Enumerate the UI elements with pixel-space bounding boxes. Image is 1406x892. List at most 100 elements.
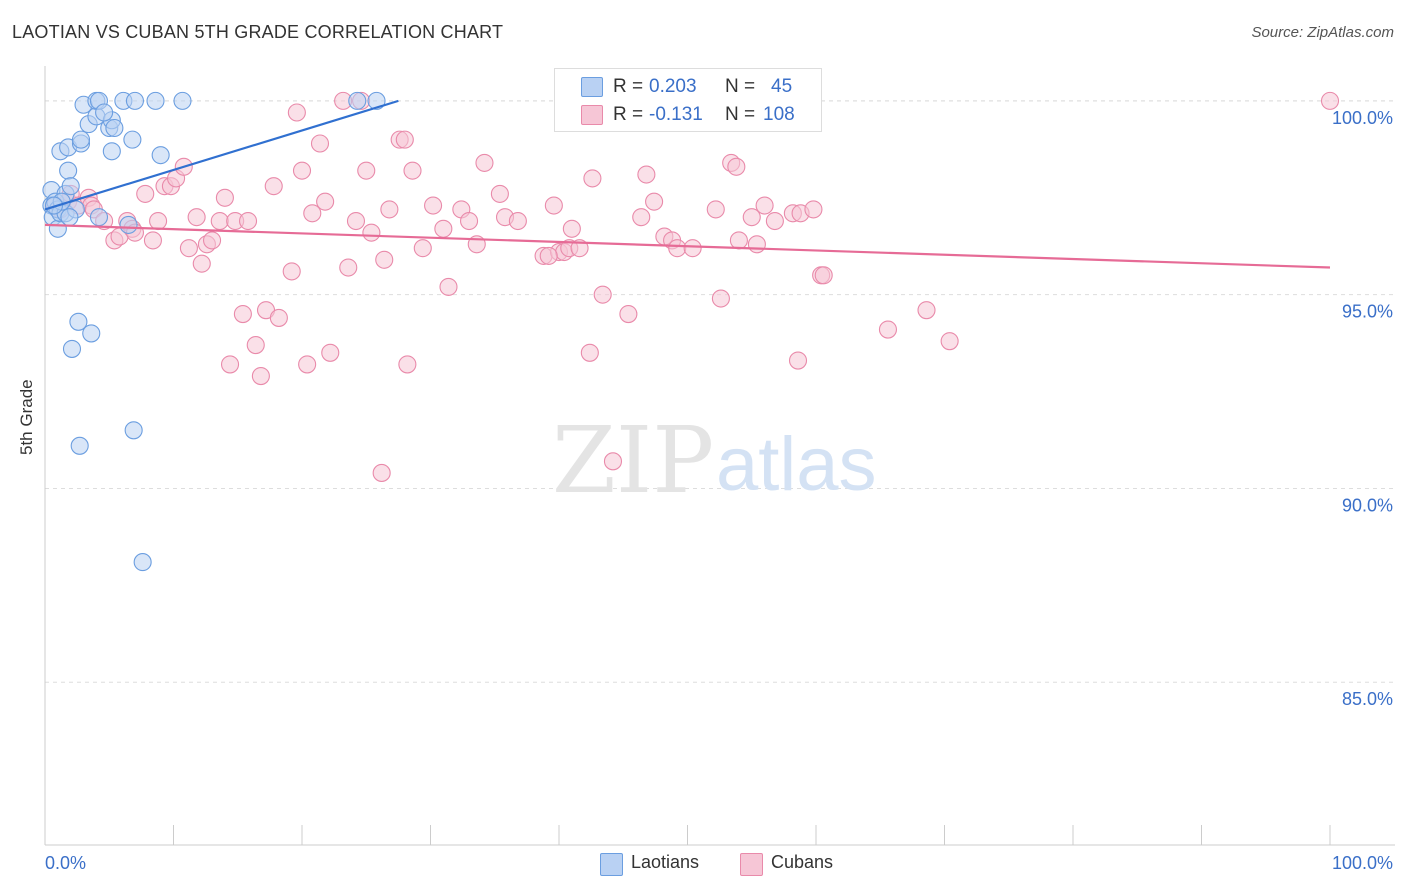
legend-r-label: R = [613,104,644,125]
cuban-point [310,134,330,153]
watermark-atlas: atlas [716,422,877,507]
cuban-point [788,351,808,370]
cuban-point [668,239,687,258]
watermark: ZIP atlas [552,407,877,514]
legend-n-label: N = [725,76,756,97]
cubans-trend-line [44,223,1331,269]
cuban-point [395,130,414,149]
cuban-point [303,204,322,223]
cuban-point [357,161,376,180]
cuban-point [282,262,301,281]
cuban-point [804,200,823,219]
legend-n-value: 45 [771,76,793,97]
cuban-point [814,266,833,285]
cuban-point [413,239,432,258]
legend-swatch-blue [581,77,603,97]
cuban-point [210,211,229,231]
cuban-point [179,239,198,258]
cuban-point [339,258,358,277]
laotian-point [124,421,143,440]
y-tick-label: 90.0% [1342,495,1393,515]
cuban-point [149,211,168,231]
cuban-point [298,355,317,374]
cuban-point [765,211,784,231]
cuban-point [562,219,581,238]
cuban-point [269,308,288,327]
laotian-point [105,118,124,138]
laotian-point [119,215,138,234]
cuban-point [508,211,527,231]
legend-r-value: 0.203 [649,76,697,97]
trend-lines [44,99,1331,269]
laotian-point [89,208,109,227]
cuban-point [143,231,162,250]
cuban-point [264,177,283,196]
cuban-point [233,304,252,324]
y-tick-label: 100.0% [1332,108,1393,128]
cuban-point [187,208,206,227]
cuban-point [246,335,265,355]
chart-title: LAOTIAN VS CUBAN 5TH GRADE CORRELATION C… [12,22,504,42]
cuban-point [362,223,381,242]
legend-r-value: -0.131 [649,104,703,125]
cuban-point [403,161,422,180]
cuban-point [727,157,746,176]
legend-label-laotians: Laotians [631,852,700,872]
cuban-point [424,196,443,215]
laotian-point [123,130,142,149]
cuban-point [292,161,312,180]
cuban-point [539,246,558,265]
cuban-point [475,153,494,172]
cuban-point [380,200,399,219]
cuban-point [729,231,748,250]
cuban-point [215,188,234,207]
laotian-point [60,208,79,227]
laotian-point [70,436,89,455]
cuban-point [583,169,602,188]
laotian-point [102,142,121,161]
cuban-point [316,192,335,211]
cuban-point [203,231,222,250]
laotian-point [348,91,367,110]
cuban-point [878,320,898,339]
laotian-point [367,91,386,110]
cuban-point [632,208,651,227]
cuban-point [637,165,656,184]
legend-n-label: N = [725,104,756,125]
cuban-point [372,463,391,482]
laotian-point [95,103,114,122]
grid-lines [45,100,1395,683]
cuban-point [251,366,270,386]
cuban-point [1320,91,1340,110]
source-label: Source: ZipAtlas.com [1251,24,1394,41]
cuban-point [940,332,959,351]
laotian-point [62,339,82,358]
cuban-point [683,239,702,258]
cuban-point [439,277,458,296]
cuban-point [375,250,394,269]
cuban-point [603,452,623,471]
correlation-legend: R = 0.203 N = 45 R = -0.131 N = 108 [554,68,822,132]
cuban-point [136,184,155,203]
laotian-point [146,91,165,110]
cuban-point [544,196,563,215]
cuban-point [593,285,612,304]
laotian-point [133,553,152,572]
cuban-point [321,343,340,362]
y-tick-label: 85.0% [1342,689,1393,709]
cuban-point [580,343,599,362]
series-laotians [42,91,386,572]
x-tick-label: 0.0% [45,853,86,873]
legend-r-label: R = [613,76,644,97]
cuban-point [287,103,306,122]
cuban-point [645,192,664,211]
cuban-point [742,208,761,227]
cuban-point [711,289,730,308]
cuban-point [459,211,479,231]
cuban-point [398,355,417,374]
laotian-point [59,161,78,180]
cuban-point [238,211,258,231]
watermark-zip: ZIP [552,407,714,514]
legend-swatch-pink [581,105,603,125]
cuban-point [747,235,766,254]
